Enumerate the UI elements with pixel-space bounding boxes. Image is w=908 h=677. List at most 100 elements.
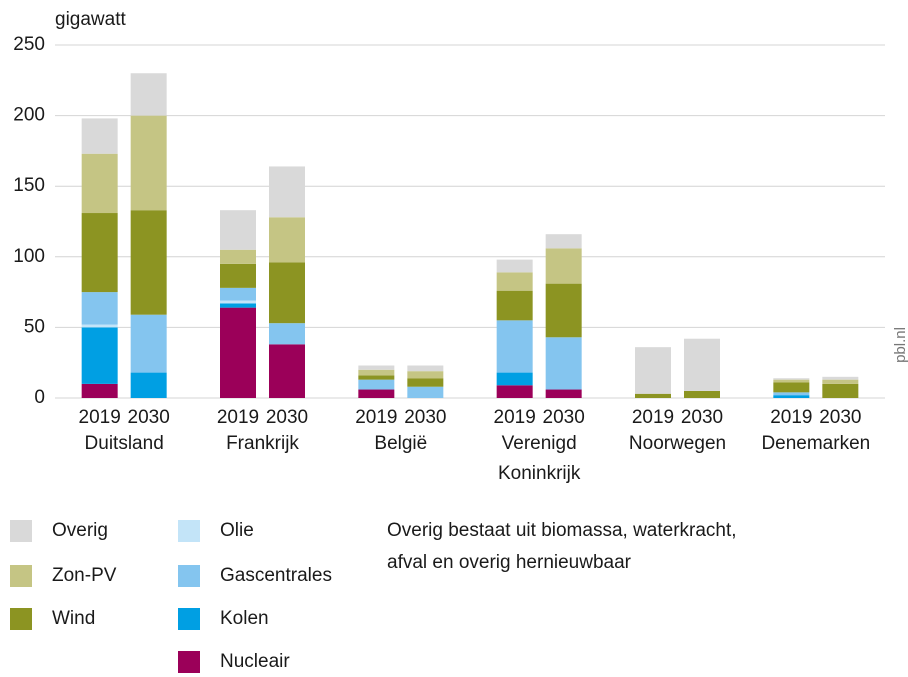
bar-segment bbox=[81, 292, 118, 325]
bar-segment bbox=[545, 234, 582, 249]
x-tick-label: 2019 bbox=[770, 407, 812, 428]
x-tick-label: 2030 bbox=[681, 407, 723, 428]
bar-segment bbox=[822, 383, 859, 398]
legend-swatch bbox=[10, 520, 32, 542]
bar-segment bbox=[81, 324, 118, 328]
note-line: afval en overig hernieuwbaar bbox=[387, 552, 632, 573]
x-tick-label: 2019 bbox=[494, 407, 536, 428]
bar-segment bbox=[269, 344, 305, 398]
bar-segment bbox=[130, 73, 167, 116]
bar-segment bbox=[496, 259, 533, 273]
bar-segment bbox=[773, 378, 810, 380]
x-tick-label: 2030 bbox=[404, 407, 446, 428]
bar-segment bbox=[545, 248, 582, 284]
bar-segment bbox=[269, 166, 305, 218]
bar-segment bbox=[407, 365, 444, 372]
bar-segment bbox=[496, 272, 533, 291]
bar-segment bbox=[358, 379, 395, 390]
source: pbl.nl bbox=[892, 327, 908, 363]
legend-swatch bbox=[178, 651, 200, 673]
bar-segment bbox=[358, 389, 395, 398]
bar-segment bbox=[407, 371, 444, 379]
legend-label: Nucleair bbox=[220, 651, 290, 672]
legend-swatch bbox=[10, 608, 32, 630]
legend-label: Kolen bbox=[220, 608, 269, 629]
y-axis-label: gigawatt bbox=[55, 9, 126, 30]
bar-segment bbox=[684, 390, 720, 398]
bar-segment bbox=[773, 379, 810, 383]
bar-segment bbox=[269, 323, 305, 345]
bar-segment bbox=[81, 118, 118, 154]
bar-segment bbox=[496, 372, 533, 386]
bar-segment bbox=[220, 287, 256, 301]
group-label: Duitsland bbox=[85, 433, 164, 454]
bar-segment bbox=[545, 337, 582, 390]
bar-segment bbox=[81, 153, 118, 214]
bar-segment bbox=[407, 386, 444, 398]
group-label: Koninkrijk bbox=[498, 463, 581, 484]
group-label: Frankrijk bbox=[226, 433, 299, 454]
bar-segment bbox=[635, 393, 671, 398]
group-label: België bbox=[374, 433, 427, 454]
bar-segment bbox=[130, 314, 167, 373]
bar-segment bbox=[220, 303, 256, 308]
bar-segment bbox=[130, 115, 167, 211]
bar-segment bbox=[358, 375, 395, 380]
x-tick-label: 2019 bbox=[355, 407, 397, 428]
x-tick-label: 2019 bbox=[217, 407, 259, 428]
group-label: Verenigd bbox=[502, 433, 577, 454]
bar-segment bbox=[220, 249, 256, 264]
x-tick-label: 2030 bbox=[266, 407, 308, 428]
legend-swatch bbox=[178, 608, 200, 630]
y-tick-label: 100 bbox=[13, 246, 45, 267]
bar-segment bbox=[822, 379, 859, 384]
bar-segment bbox=[220, 263, 256, 288]
group-label: Denemarken bbox=[761, 433, 870, 454]
bar-segment bbox=[130, 372, 167, 398]
bar-segment bbox=[269, 217, 305, 263]
legend-swatch bbox=[10, 565, 32, 587]
bar-segment bbox=[81, 383, 118, 398]
bar-segment bbox=[220, 307, 256, 398]
bar-segment bbox=[684, 338, 720, 391]
bar-segment bbox=[269, 262, 305, 324]
bar-segment bbox=[773, 395, 810, 398]
note-line: Overig bestaat uit biomassa, waterkracht… bbox=[387, 520, 737, 541]
bar-segment bbox=[545, 389, 582, 398]
bar-segment bbox=[220, 210, 256, 250]
legend-label: Olie bbox=[220, 520, 254, 541]
bar-segment bbox=[822, 376, 859, 380]
bar-segment bbox=[220, 300, 256, 304]
bar-segment bbox=[358, 369, 395, 376]
legend-label: Zon-PV bbox=[52, 565, 117, 586]
x-tick-label: 2030 bbox=[128, 407, 170, 428]
bar-segment bbox=[496, 385, 533, 398]
y-tick-label: 150 bbox=[13, 175, 45, 196]
y-tick-label: 250 bbox=[13, 34, 45, 55]
bar-segment bbox=[358, 365, 395, 370]
bar-segment bbox=[635, 347, 671, 394]
group-label: Noorwegen bbox=[629, 433, 726, 454]
legend-swatch bbox=[178, 520, 200, 542]
bar-segment bbox=[496, 290, 533, 321]
bar-segment bbox=[130, 210, 167, 315]
bar-segment bbox=[773, 392, 810, 396]
bar-segment bbox=[81, 213, 118, 293]
bar-segment bbox=[545, 283, 582, 338]
x-tick-label: 2030 bbox=[543, 407, 585, 428]
y-tick-label: 200 bbox=[13, 105, 45, 126]
x-tick-label: 2019 bbox=[632, 407, 674, 428]
x-tick-label: 2030 bbox=[819, 407, 861, 428]
bar-segment bbox=[81, 327, 118, 384]
bar-segment bbox=[773, 382, 810, 393]
bar-segment bbox=[407, 378, 444, 387]
legend-label: Gascentrales bbox=[220, 565, 332, 586]
legend-label: Wind bbox=[52, 608, 95, 629]
y-tick-label: 50 bbox=[24, 316, 45, 337]
legend-swatch bbox=[178, 565, 200, 587]
y-tick-label: 0 bbox=[34, 387, 45, 408]
bar-segment bbox=[496, 320, 533, 373]
x-tick-label: 2019 bbox=[79, 407, 121, 428]
legend-label: Overig bbox=[52, 520, 108, 541]
